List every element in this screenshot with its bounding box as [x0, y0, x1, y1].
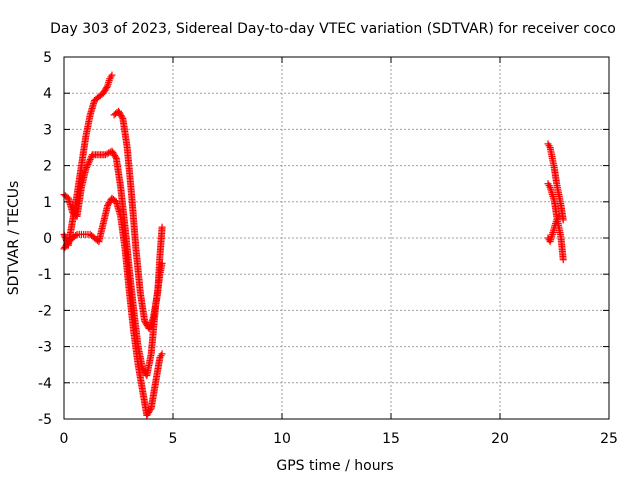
y-axis-label: SDTVAR / TECUs [6, 181, 22, 296]
y-tick-label: -3 [38, 340, 52, 356]
x-tick-label: 15 [382, 431, 400, 447]
x-tick-label: 20 [491, 431, 509, 447]
data-series [110, 107, 166, 332]
grid-lines [64, 57, 609, 419]
tick-labels: 0 5 10 15 20 25 -5 -4 -3 -2 -1 0 1 2 3 4 5 [38, 50, 618, 447]
x-tick-label: 5 [169, 431, 178, 447]
y-tick-label: 2 [43, 159, 52, 175]
data-point [145, 325, 153, 332]
plot-frame [63, 56, 610, 420]
y-tick-label: 1 [43, 195, 52, 211]
y-tick-label: -2 [38, 303, 52, 319]
data-series [60, 71, 116, 249]
data-point [108, 71, 116, 79]
y-tick-label: 3 [43, 122, 52, 138]
x-tick-label: 10 [273, 431, 291, 447]
data-points [60, 71, 567, 419]
x-tick-label: 25 [600, 431, 618, 447]
y-tick-label: 0 [43, 231, 52, 247]
chart-title: Day 303 of 2023, Sidereal Day-to-day VTE… [50, 21, 616, 37]
y-tick-label: 4 [43, 86, 52, 102]
data-point [158, 350, 166, 358]
data-series [544, 212, 563, 246]
data-series [60, 194, 166, 419]
y-tick-label: -5 [38, 412, 52, 428]
y-tick-label: 5 [43, 50, 52, 66]
y-tick-label: -1 [38, 267, 52, 283]
x-tick-label: 0 [60, 431, 69, 447]
data-series [60, 147, 166, 380]
data-point [82, 165, 90, 173]
x-axis-label: GPS time / hours [276, 458, 393, 474]
data-point [158, 223, 166, 231]
y-tick-label: -4 [38, 376, 52, 392]
data-point [555, 212, 563, 220]
data-point [559, 256, 567, 264]
